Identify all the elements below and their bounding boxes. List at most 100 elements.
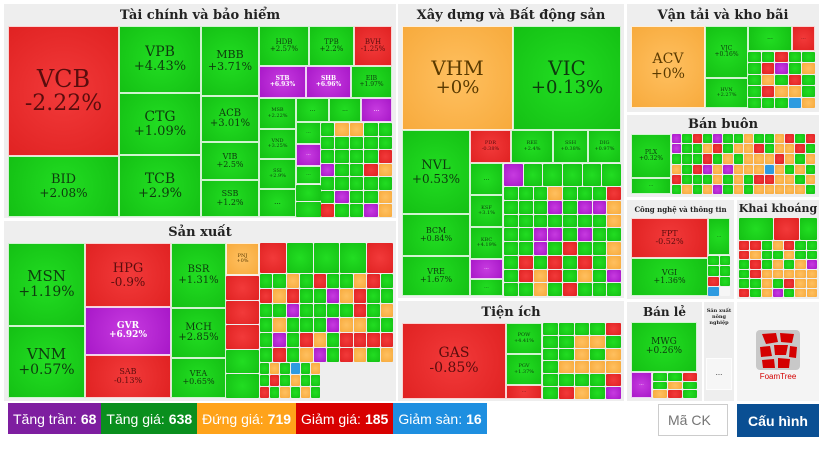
small-stock-tile[interactable] <box>713 154 723 164</box>
small-stock-tile[interactable] <box>335 136 349 150</box>
small-stock-tile[interactable] <box>682 174 692 184</box>
small-stock-tile[interactable] <box>806 269 817 278</box>
small-stock-tile[interactable] <box>607 187 621 200</box>
small-stock-tile[interactable] <box>805 134 815 144</box>
small-stock-tile[interactable] <box>672 154 682 164</box>
small-stock-tile[interactable] <box>533 214 548 228</box>
small-stock-tile[interactable] <box>504 164 523 186</box>
small-stock-tile[interactable] <box>607 228 621 241</box>
small-stock-tile[interactable] <box>340 303 353 318</box>
small-stock-tile[interactable] <box>668 381 682 390</box>
small-stock-tile[interactable] <box>321 123 335 136</box>
small-stock-tile[interactable] <box>548 242 562 255</box>
small-stock-tile[interactable] <box>672 134 682 144</box>
small-stock-tile[interactable] <box>733 164 743 174</box>
stock-tile-ctg[interactable]: CTG +1.09% <box>119 93 201 155</box>
stock-tile-pnj[interactable]: PNJ +0% <box>226 243 259 275</box>
stock-tile-msb[interactable]: MSB +2.22% <box>259 98 296 129</box>
small-stock-tile[interactable] <box>764 154 774 164</box>
more-tile[interactable]: ... <box>706 358 732 390</box>
small-stock-tile[interactable] <box>806 288 817 297</box>
small-stock-tile[interactable] <box>300 387 310 398</box>
stock-tile-bsr[interactable]: BSR +1.31% <box>171 243 226 308</box>
small-stock-tile[interactable] <box>683 390 697 398</box>
small-stock-tile[interactable] <box>795 134 805 144</box>
small-stock-tile[interactable] <box>606 323 621 335</box>
small-stock-tile[interactable] <box>543 348 558 361</box>
small-stock-tile[interactable] <box>543 164 562 186</box>
small-stock-tile[interactable] <box>743 164 754 174</box>
small-stock-tile[interactable] <box>310 375 320 386</box>
small-stock-tile[interactable] <box>364 190 378 204</box>
small-stock-tile[interactable] <box>672 184 682 194</box>
small-stock-tile[interactable] <box>785 164 795 174</box>
small-stock-tile[interactable] <box>761 241 772 250</box>
small-stock-tile[interactable] <box>607 283 621 296</box>
more-tile[interactable]: ... <box>792 26 815 51</box>
small-stock-tile[interactable] <box>592 242 607 255</box>
small-stock-tile[interactable] <box>340 318 353 333</box>
small-stock-tile[interactable] <box>785 154 795 164</box>
small-stock-tile[interactable] <box>286 274 300 288</box>
small-stock-tile[interactable] <box>692 134 702 144</box>
small-stock-tile[interactable] <box>713 144 723 154</box>
small-stock-tile[interactable] <box>313 274 326 288</box>
small-stock-tile[interactable] <box>353 348 367 362</box>
small-stock-tile[interactable] <box>748 63 761 74</box>
small-stock-tile[interactable] <box>300 333 313 348</box>
small-stock-tile[interactable] <box>340 333 353 348</box>
small-stock-tile[interactable] <box>607 269 621 283</box>
small-stock-tile[interactable] <box>774 164 785 174</box>
small-stock-tile[interactable] <box>764 134 774 144</box>
small-stock-tile[interactable] <box>558 348 574 361</box>
small-stock-tile[interactable] <box>775 86 788 97</box>
small-stock-tile[interactable] <box>518 228 533 241</box>
more-tile[interactable]: ... <box>506 385 542 399</box>
small-stock-tile[interactable] <box>774 154 785 164</box>
small-stock-tile[interactable] <box>300 375 310 386</box>
small-stock-tile[interactable] <box>364 177 378 190</box>
small-stock-tile[interactable] <box>367 288 380 303</box>
small-stock-tile[interactable] <box>548 269 562 283</box>
small-stock-tile[interactable] <box>326 333 340 348</box>
small-stock-tile[interactable] <box>785 144 795 154</box>
small-stock-tile[interactable] <box>296 201 321 217</box>
small-stock-tile[interactable] <box>754 174 764 184</box>
small-stock-tile[interactable] <box>754 164 764 174</box>
small-stock-tile[interactable] <box>775 52 788 63</box>
small-stock-tile[interactable] <box>574 361 590 374</box>
small-stock-tile[interactable] <box>590 323 606 335</box>
small-stock-tile[interactable] <box>300 348 313 362</box>
small-stock-tile[interactable] <box>380 274 393 288</box>
small-stock-tile[interactable] <box>367 318 380 333</box>
small-stock-tile[interactable] <box>802 86 815 97</box>
small-stock-tile[interactable] <box>335 150 349 163</box>
small-stock-tile[interactable] <box>775 97 788 108</box>
small-stock-tile[interactable] <box>518 242 533 255</box>
small-stock-tile[interactable] <box>795 241 806 250</box>
small-stock-tile[interactable] <box>802 97 815 108</box>
small-stock-tile[interactable] <box>548 214 562 228</box>
stock-tile-shb[interactable]: SHB +6.96% <box>306 66 351 98</box>
more-tile[interactable]: ... <box>708 218 730 255</box>
small-stock-tile[interactable] <box>754 134 764 144</box>
stock-tile-pgv[interactable]: PGV +1.37% <box>506 354 542 385</box>
small-stock-tile[interactable] <box>260 375 270 386</box>
small-stock-tile[interactable] <box>592 187 607 200</box>
small-stock-tile[interactable] <box>805 184 815 194</box>
small-stock-tile[interactable] <box>273 348 286 362</box>
small-stock-tile[interactable] <box>574 348 590 361</box>
small-stock-tile[interactable] <box>723 144 733 154</box>
small-stock-tile[interactable] <box>533 187 548 200</box>
stock-tile-eib[interactable]: EIB +1.97% <box>351 66 392 98</box>
small-stock-tile[interactable] <box>378 163 392 177</box>
more-tile[interactable]: ... <box>296 144 321 166</box>
more-tile[interactable]: ... <box>470 259 503 279</box>
stock-tile-ssb[interactable]: SSB +1.2% <box>201 180 259 217</box>
small-stock-tile[interactable] <box>682 164 692 174</box>
small-stock-tile[interactable] <box>310 363 320 374</box>
small-stock-tile[interactable] <box>795 260 806 269</box>
small-stock-tile[interactable] <box>743 134 754 144</box>
small-stock-tile[interactable] <box>558 374 574 387</box>
small-stock-tile[interactable] <box>577 228 592 241</box>
